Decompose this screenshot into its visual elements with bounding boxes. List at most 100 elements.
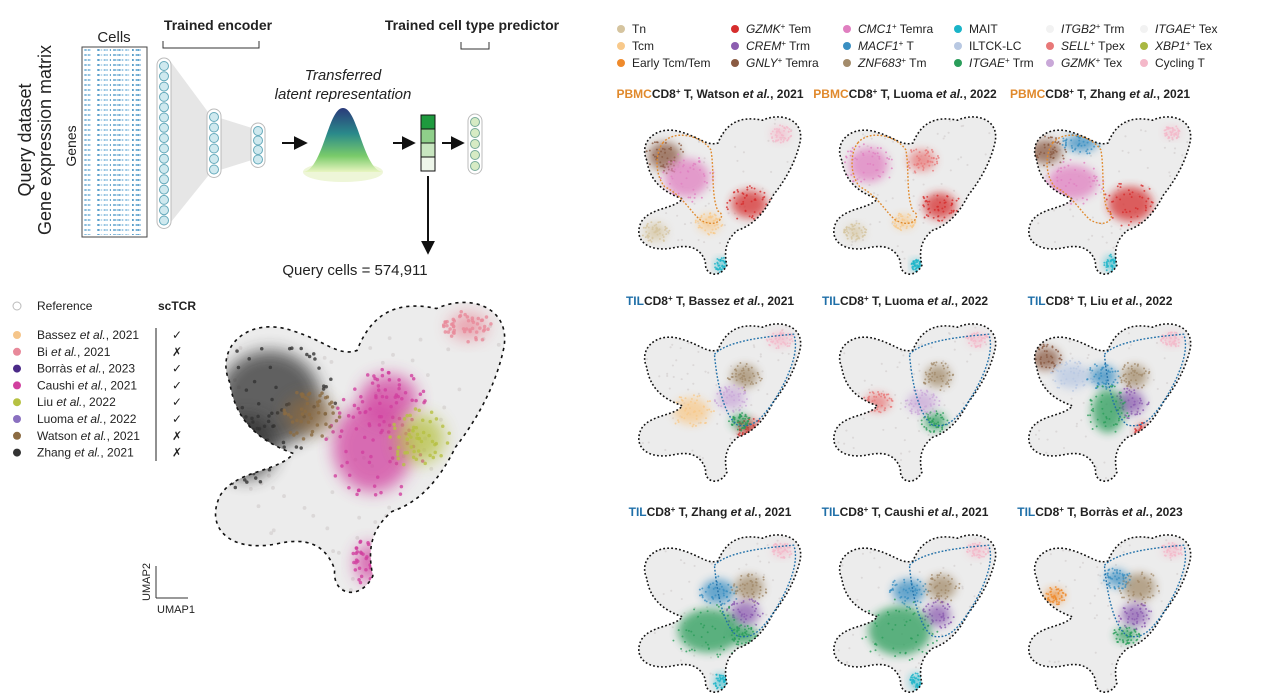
point <box>916 589 919 592</box>
point <box>1117 585 1120 588</box>
point <box>1053 365 1056 368</box>
point <box>843 442 846 445</box>
point <box>1141 612 1144 615</box>
label-part: + <box>901 56 906 65</box>
umap-plot <box>638 323 802 482</box>
point <box>1184 368 1187 371</box>
point <box>877 174 880 177</box>
point <box>1189 428 1191 431</box>
point <box>1100 323 1103 325</box>
point <box>935 619 938 622</box>
point <box>365 373 370 377</box>
point <box>672 161 675 163</box>
point <box>738 588 741 591</box>
point <box>737 629 740 632</box>
point <box>886 611 889 614</box>
point <box>1090 409 1093 412</box>
point <box>371 580 376 585</box>
point <box>733 418 736 420</box>
point <box>411 429 415 433</box>
point <box>733 212 736 215</box>
point <box>984 548 987 551</box>
point <box>1059 370 1062 373</box>
point <box>1095 466 1098 469</box>
point <box>1066 460 1069 463</box>
point <box>445 441 450 445</box>
point <box>768 338 771 341</box>
point <box>935 639 938 642</box>
point <box>1180 553 1183 556</box>
point <box>726 595 729 598</box>
point <box>267 468 272 472</box>
point <box>1042 343 1045 346</box>
point <box>1132 594 1135 597</box>
point <box>651 226 654 229</box>
point <box>1060 589 1063 592</box>
point <box>712 410 715 413</box>
point <box>1141 437 1144 440</box>
point <box>1173 543 1176 546</box>
point <box>882 390 885 393</box>
point <box>790 600 793 603</box>
point <box>633 231 635 233</box>
point <box>961 585 964 588</box>
label-part: ZNF683 <box>857 56 902 70</box>
point <box>356 488 361 493</box>
point <box>1182 419 1185 422</box>
point <box>732 584 735 587</box>
point <box>709 171 712 174</box>
point <box>292 433 296 437</box>
point <box>1127 656 1130 659</box>
point <box>1079 362 1082 365</box>
point <box>1070 139 1073 142</box>
point <box>891 140 895 143</box>
point <box>668 160 671 163</box>
point <box>1113 541 1116 544</box>
point <box>1172 551 1175 554</box>
node <box>159 102 169 113</box>
point <box>702 173 705 175</box>
point <box>652 154 655 156</box>
point <box>380 428 384 433</box>
point <box>732 253 735 256</box>
point <box>1178 257 1181 260</box>
point <box>735 597 738 600</box>
legend-dot <box>13 431 21 440</box>
point <box>780 224 783 227</box>
point <box>1045 354 1048 356</box>
point <box>925 389 928 392</box>
point <box>706 181 708 184</box>
point <box>754 116 757 118</box>
point <box>872 151 875 154</box>
point <box>737 190 740 193</box>
point <box>1069 158 1072 161</box>
point <box>1171 138 1174 140</box>
point <box>1123 541 1126 544</box>
label-part: et al. <box>936 87 963 101</box>
point <box>802 144 804 146</box>
point <box>786 183 789 186</box>
point <box>1133 629 1136 632</box>
point <box>873 409 876 412</box>
point <box>941 426 944 429</box>
point <box>730 395 733 398</box>
point <box>869 162 872 165</box>
point <box>780 342 783 345</box>
point <box>871 155 874 158</box>
point <box>947 574 950 577</box>
node <box>159 91 169 102</box>
point <box>842 395 845 398</box>
point <box>1084 133 1087 135</box>
point <box>1102 412 1105 415</box>
point <box>749 383 752 385</box>
point <box>1150 573 1153 575</box>
point <box>775 136 778 139</box>
point <box>1163 132 1166 135</box>
point <box>1052 362 1055 365</box>
point <box>988 631 991 635</box>
point <box>733 399 736 402</box>
region-outline <box>1046 134 1113 225</box>
point <box>728 546 731 550</box>
point <box>936 584 939 587</box>
